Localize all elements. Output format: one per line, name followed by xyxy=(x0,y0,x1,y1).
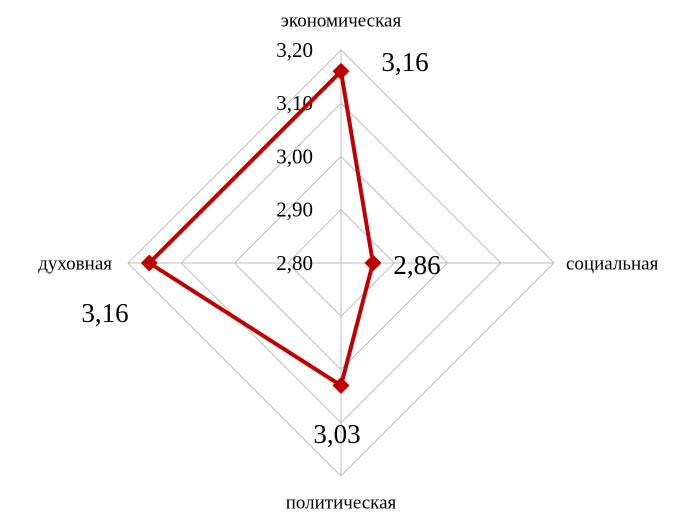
value-label: 3,16 xyxy=(81,298,128,328)
r-tick-label: 2,80 xyxy=(276,251,313,275)
value-label: 3,16 xyxy=(381,47,428,77)
series-line xyxy=(147,69,375,388)
value-label: 2,86 xyxy=(393,250,440,280)
marker xyxy=(364,254,382,272)
category-label: политическая xyxy=(286,492,397,513)
r-tick-label: 2,90 xyxy=(276,198,313,222)
marker xyxy=(332,62,350,80)
r-tick-label: 3,20 xyxy=(276,38,313,62)
category-label: социальная xyxy=(566,253,659,274)
marker xyxy=(332,376,350,394)
value-label: 3,03 xyxy=(313,419,360,449)
category-label: духовная xyxy=(38,253,112,274)
r-tick-label: 3,00 xyxy=(276,144,313,168)
category-label: экономическая xyxy=(281,10,402,31)
marker xyxy=(140,254,158,272)
